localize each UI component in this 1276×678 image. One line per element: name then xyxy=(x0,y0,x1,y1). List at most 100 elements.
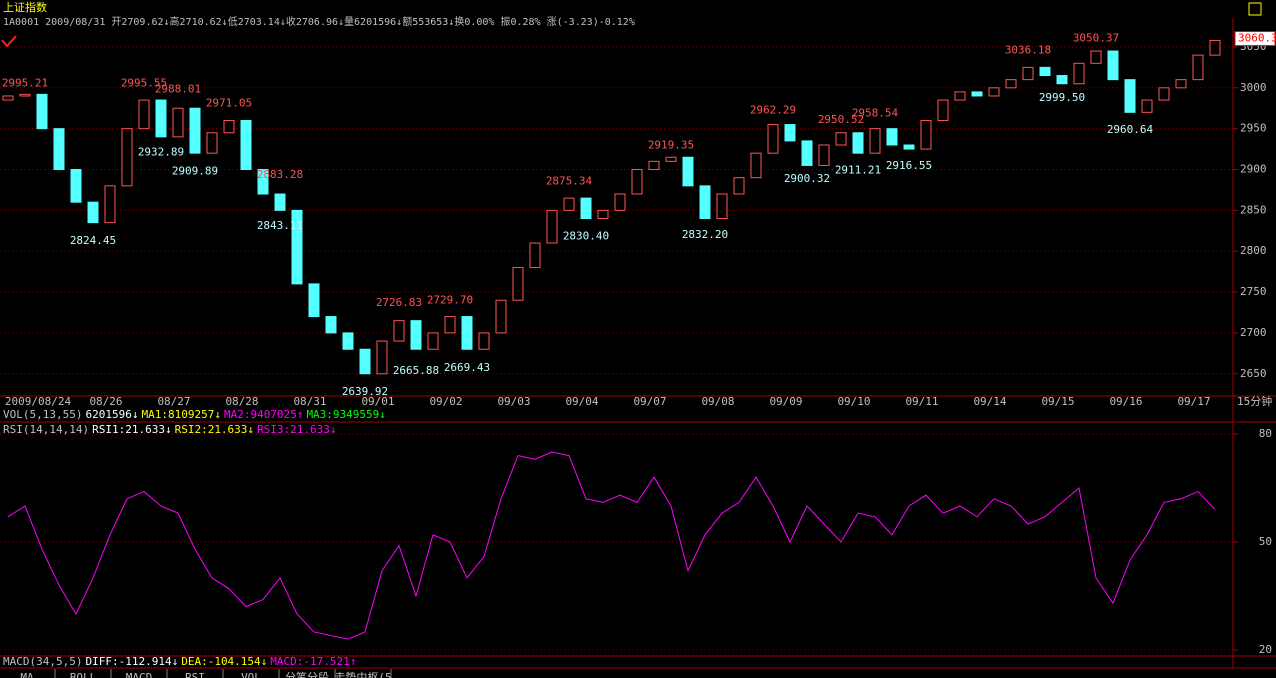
candle xyxy=(903,144,915,150)
candle xyxy=(376,340,388,375)
x-tick-label: 08/26 xyxy=(89,395,122,408)
legend-item: RSI3:21.633↓ xyxy=(257,423,336,436)
candle xyxy=(325,316,337,334)
extreme-label: 2960.64 xyxy=(1107,123,1154,136)
candle xyxy=(1056,75,1068,85)
candle xyxy=(189,107,201,154)
legend-item: MACD:-17.521↑ xyxy=(270,655,356,668)
candle xyxy=(869,128,881,154)
legend-item: MA1:8109257↓ xyxy=(141,408,220,421)
x-tick-label: 09/15 xyxy=(1041,395,1074,408)
candle xyxy=(835,132,847,146)
candle xyxy=(53,128,65,171)
rsi-line xyxy=(7,451,1216,640)
extreme-label: 2883.28 xyxy=(257,168,303,181)
candle xyxy=(427,332,439,350)
candle xyxy=(937,99,949,121)
candle xyxy=(240,119,252,171)
tab[interactable]: RSI xyxy=(185,671,205,678)
candle xyxy=(1175,79,1187,89)
extreme-label: 2988.01 xyxy=(155,83,201,96)
candle xyxy=(461,316,473,350)
candle xyxy=(138,99,150,130)
extreme-label: 2932.89 xyxy=(138,146,184,159)
tab[interactable]: 走势中枢(5 xyxy=(334,670,391,678)
extreme-label: 2726.83 xyxy=(376,296,422,309)
candle xyxy=(682,156,694,187)
candle xyxy=(954,91,966,101)
candle xyxy=(104,185,116,224)
candle xyxy=(274,193,286,211)
candle xyxy=(342,332,354,350)
candle xyxy=(1073,62,1085,85)
legend-item: DEA:-104.154↓ xyxy=(181,655,267,668)
extreme-label: 2971.05 xyxy=(206,96,252,109)
y-tick-label: 80 xyxy=(1259,427,1272,440)
check-icon xyxy=(1,35,17,48)
candle xyxy=(1158,87,1170,101)
extreme-label: 2843.11 xyxy=(257,219,303,232)
y-tick-label: 2650 xyxy=(1240,367,1267,380)
extreme-label: 2909.89 xyxy=(172,164,218,177)
extreme-label: 2875.34 xyxy=(546,175,593,188)
y-tick-label: 50 xyxy=(1259,535,1272,548)
last-price-box xyxy=(1234,31,1276,47)
tab[interactable]: MA xyxy=(20,671,34,678)
candle xyxy=(1192,54,1204,81)
legend-item: RSI1:21.633↓ xyxy=(92,423,171,436)
x-tick-label: 08/27 xyxy=(157,395,190,408)
candle xyxy=(1141,99,1153,113)
legend-item: MACD(34,5,5) xyxy=(3,655,82,668)
extreme-label: 2830.40 xyxy=(563,229,609,242)
candle xyxy=(393,320,405,342)
tab[interactable]: BOLL xyxy=(70,671,97,678)
candle xyxy=(971,91,983,97)
candle xyxy=(580,197,592,220)
y-tick-label: 2750 xyxy=(1240,285,1267,298)
extreme-label: 3050.37 xyxy=(1073,32,1119,45)
candle xyxy=(920,119,932,150)
candle xyxy=(699,185,711,220)
candle xyxy=(206,132,218,154)
candle xyxy=(614,193,626,211)
candle xyxy=(733,177,745,195)
candle xyxy=(1107,50,1119,81)
candle xyxy=(529,242,541,269)
legend-item: 6201596↓ xyxy=(85,408,138,421)
corner-icon xyxy=(1248,2,1262,16)
x-tick-label: 09/02 xyxy=(429,395,462,408)
candle xyxy=(665,156,677,162)
legend-item: MA2:9407025↑ xyxy=(224,408,303,421)
extreme-label: 2995.21 xyxy=(2,77,48,90)
index-title: 上证指数 xyxy=(3,0,47,14)
extreme-label: 2911.21 xyxy=(835,163,881,176)
candle xyxy=(818,144,830,166)
candle xyxy=(444,316,456,334)
candle xyxy=(988,87,1000,97)
candle xyxy=(648,160,660,171)
x-tick-label: 09/07 xyxy=(633,395,666,408)
candle xyxy=(478,332,490,350)
candle xyxy=(563,197,575,211)
candle xyxy=(172,107,184,138)
extreme-label: 2824.45 xyxy=(70,234,116,247)
x-tick-label: 09/09 xyxy=(769,395,802,408)
y-tick-label: 2850 xyxy=(1240,203,1267,216)
candle xyxy=(1039,66,1051,77)
candle xyxy=(716,193,728,220)
x-tick-label: 09/04 xyxy=(565,395,598,408)
candle xyxy=(750,152,762,179)
extreme-label: 2900.32 xyxy=(784,172,830,185)
tab[interactable]: VOL xyxy=(241,671,261,678)
legend-item: VOL(5,13,55) xyxy=(3,408,82,421)
tab[interactable]: MACD xyxy=(126,671,153,678)
extreme-label: 2995.55 xyxy=(121,76,167,89)
tab[interactable]: 分笔分段 xyxy=(285,670,329,678)
extreme-label: 2639.92 xyxy=(342,385,388,398)
candle xyxy=(546,209,558,244)
candle xyxy=(155,99,167,138)
period-label: 15分钟 xyxy=(1237,394,1272,408)
candle xyxy=(784,124,796,142)
x-tick-label: 09/11 xyxy=(905,395,938,408)
extreme-label: 2958.54 xyxy=(852,107,899,120)
